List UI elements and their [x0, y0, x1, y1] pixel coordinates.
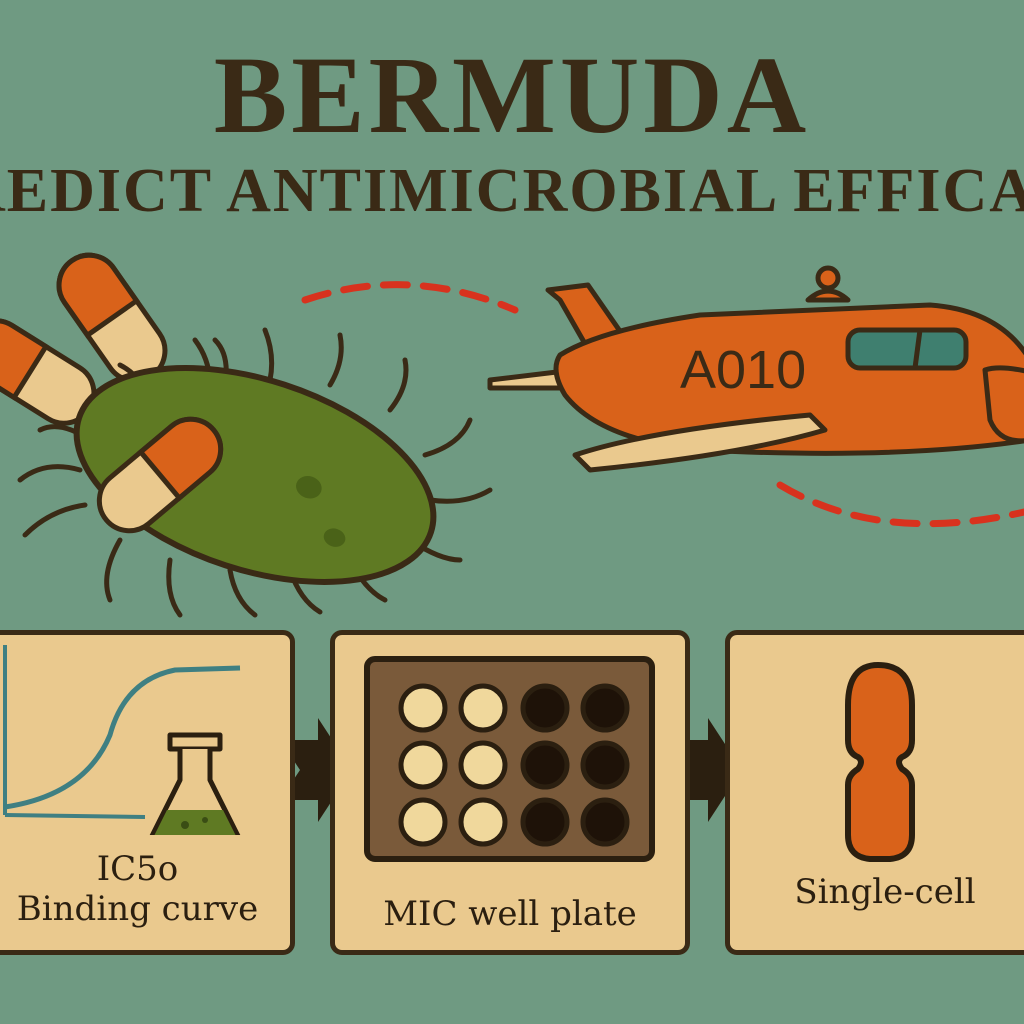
panel-label-mic-well-plate: MIC well plate: [383, 894, 637, 934]
flight-path-top: [301, 281, 519, 314]
bacterium-body: [73, 365, 437, 585]
panel-binding-curve: IC5o Binding curve: [0, 630, 295, 955]
page-subtitle: REDICT ANTIMICROBIAL EFFICACI: [0, 157, 1024, 225]
binding-curve-chart: [3, 645, 241, 835]
capsule-icon: [96, 416, 224, 534]
page-title: BERMUDA: [213, 34, 811, 156]
flight-path-bottom: [776, 481, 1024, 528]
airplane-icon: [487, 265, 1024, 473]
panel-mic-well-plate: MIC well plate: [330, 630, 690, 955]
panel-single-cell: Single-cell: [725, 630, 1024, 955]
capsule-icon: [56, 252, 168, 384]
panel-label-single-cell: Single-cell: [794, 872, 976, 912]
cell-icon: [845, 662, 915, 862]
plane-label: A010: [680, 340, 806, 400]
flask-icon: [149, 732, 241, 835]
panel-label-ic50: IC5o: [96, 849, 179, 889]
well-plate-icon: [364, 656, 655, 862]
panel-label-binding-curve: Binding curve: [16, 889, 259, 929]
